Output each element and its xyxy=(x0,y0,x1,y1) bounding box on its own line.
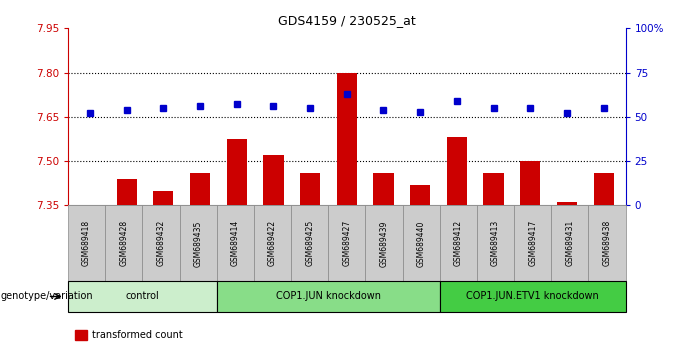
Text: GSM689428: GSM689428 xyxy=(119,220,129,267)
Text: transformed count: transformed count xyxy=(92,330,183,340)
Bar xyxy=(300,173,320,205)
Text: GSM689435: GSM689435 xyxy=(194,220,203,267)
Bar xyxy=(190,173,210,205)
Bar xyxy=(447,137,467,205)
Bar xyxy=(153,190,173,205)
Bar xyxy=(337,73,357,205)
Text: GSM689413: GSM689413 xyxy=(491,220,500,267)
Text: GSM689432: GSM689432 xyxy=(156,220,165,267)
Text: GSM689422: GSM689422 xyxy=(268,220,277,267)
Text: GSM689414: GSM689414 xyxy=(231,220,240,267)
Text: GSM689417: GSM689417 xyxy=(528,220,537,267)
Bar xyxy=(557,202,577,205)
Bar xyxy=(410,185,430,205)
Bar xyxy=(116,179,137,205)
Text: GSM689439: GSM689439 xyxy=(379,220,388,267)
Text: GSM689440: GSM689440 xyxy=(417,220,426,267)
Text: control: control xyxy=(126,291,159,302)
Title: GDS4159 / 230525_at: GDS4159 / 230525_at xyxy=(278,14,415,27)
Bar xyxy=(373,173,394,205)
Text: genotype/variation: genotype/variation xyxy=(1,291,93,302)
Text: COP1.JUN.ETV1 knockdown: COP1.JUN.ETV1 knockdown xyxy=(466,291,599,302)
Text: COP1.JUN knockdown: COP1.JUN knockdown xyxy=(275,291,381,302)
Bar xyxy=(483,173,504,205)
Text: GSM689438: GSM689438 xyxy=(602,220,611,267)
Bar xyxy=(594,173,613,205)
Text: GSM689412: GSM689412 xyxy=(454,220,463,267)
Text: GSM689425: GSM689425 xyxy=(305,220,314,267)
Text: GSM689431: GSM689431 xyxy=(565,220,575,267)
Text: GSM689418: GSM689418 xyxy=(82,220,91,267)
Bar xyxy=(263,155,284,205)
Bar xyxy=(226,139,247,205)
Bar xyxy=(520,161,541,205)
Text: GSM689427: GSM689427 xyxy=(342,220,352,267)
